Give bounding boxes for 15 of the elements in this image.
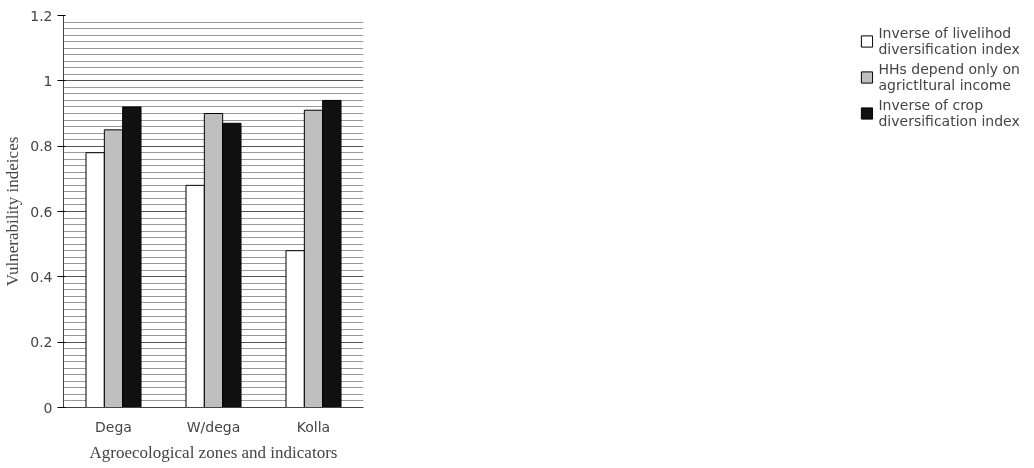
x-tick-label: Kolla xyxy=(296,418,331,435)
y-tick-label: 1 xyxy=(43,72,53,89)
x-axis-title: Agroecological zones and indicators xyxy=(89,442,338,462)
y-tick-label: 0.8 xyxy=(30,138,53,155)
y-tick-label: 0.2 xyxy=(30,334,53,351)
y-tick-label: 0 xyxy=(43,399,53,416)
legend-label: Inverse of crop diversification index xyxy=(878,97,1020,129)
x-tick-label: W/dega xyxy=(186,418,241,435)
y-tick-label: 0.4 xyxy=(30,268,53,285)
y-axis-title: Vulnerability indeices xyxy=(3,136,23,287)
y-tick-label: 0.6 xyxy=(30,203,53,220)
legend-label: Inverse of livelihod diversification index xyxy=(878,25,1020,57)
legend-label: HHs depend only on agrictltural income xyxy=(878,61,1020,93)
x-tick-label: Dega xyxy=(95,418,132,435)
y-tick-label: 1.2 xyxy=(30,7,53,24)
